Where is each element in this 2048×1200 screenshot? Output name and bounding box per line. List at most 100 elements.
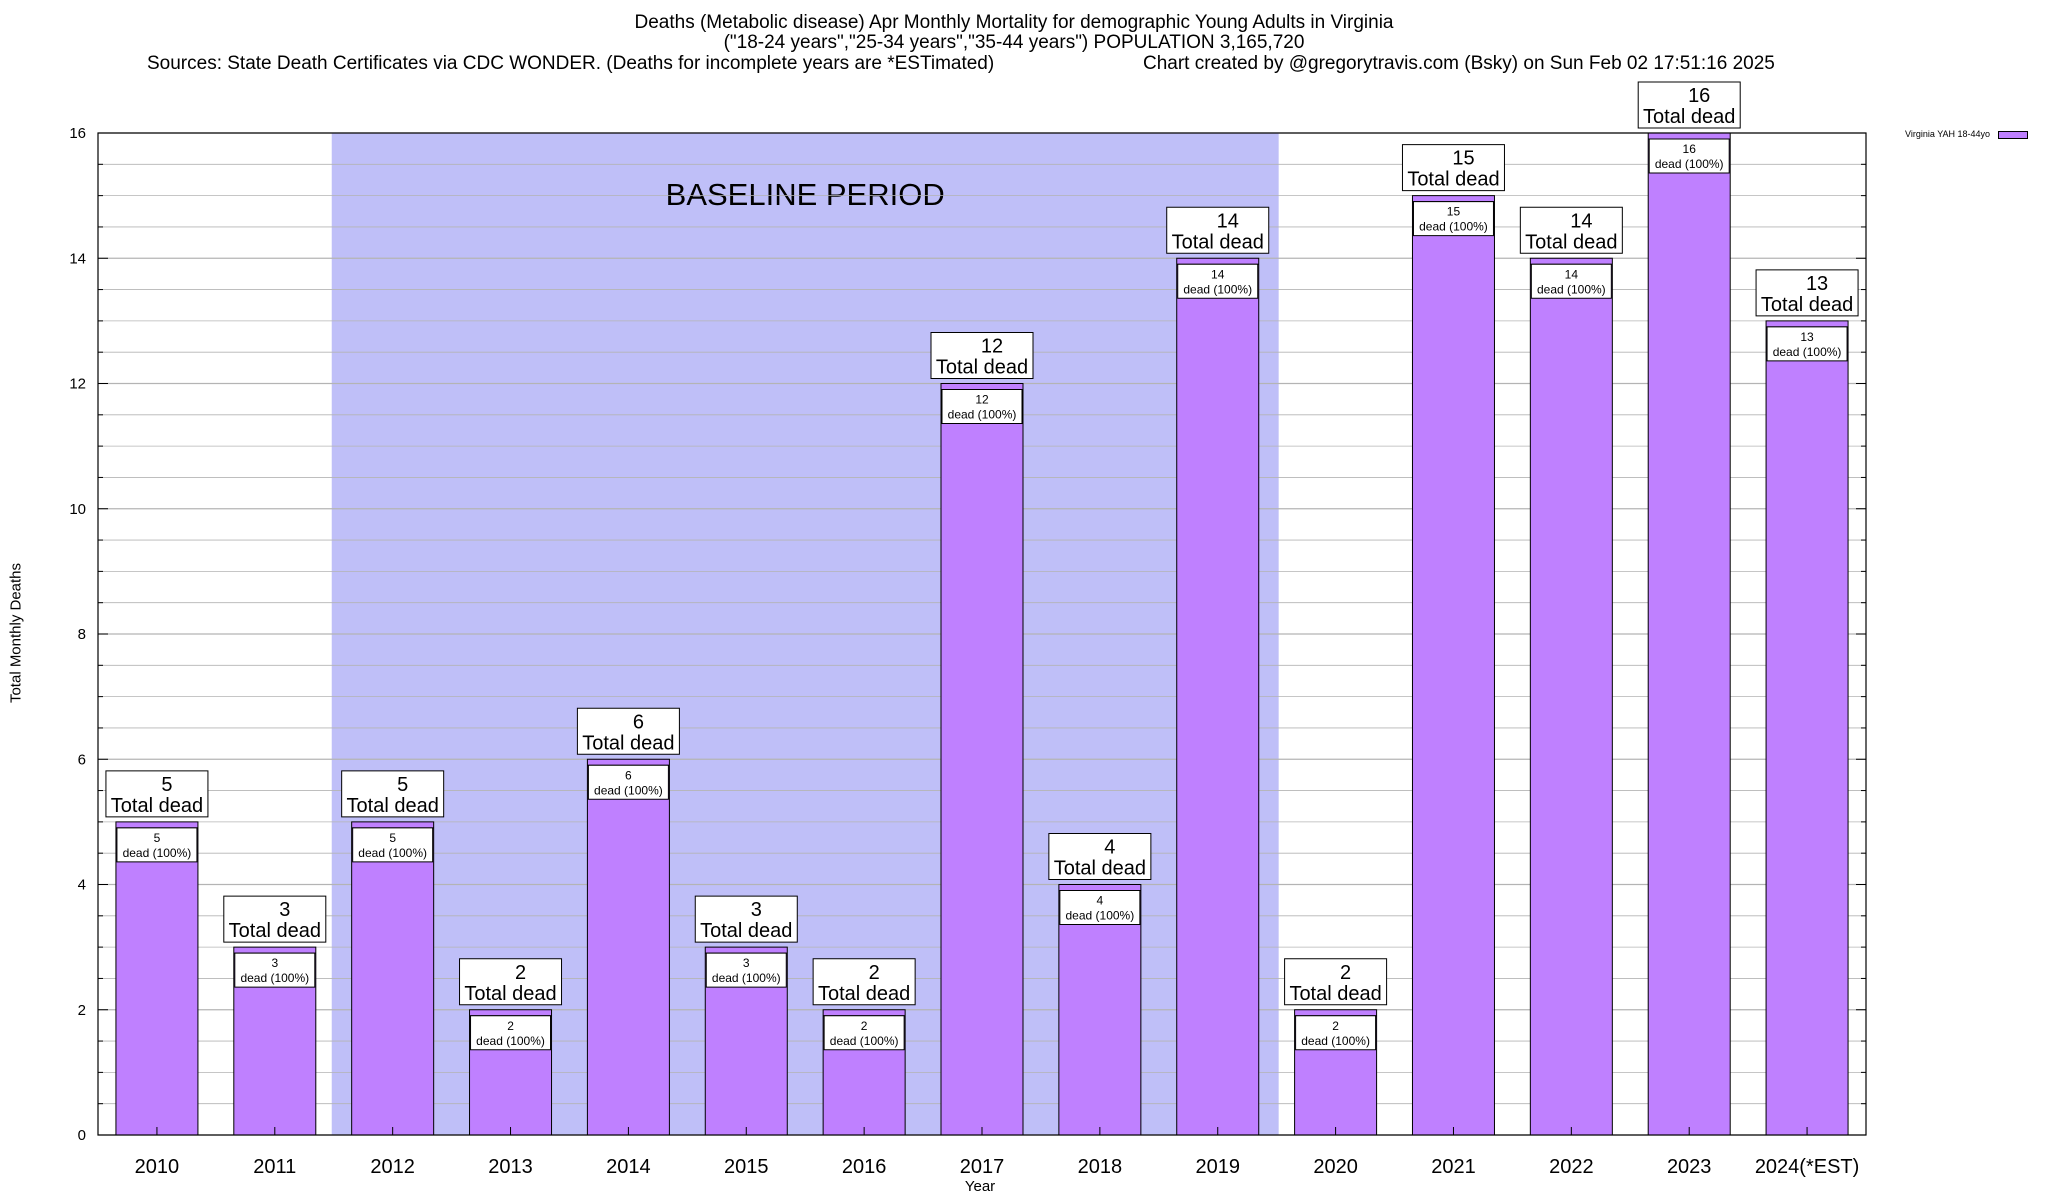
bar-inner-percent-label: dead (100%) <box>594 783 663 797</box>
bar <box>940 383 1024 1136</box>
x-tick-label: 2013 <box>488 1156 533 1178</box>
bar-inner-label-box <box>941 389 1023 424</box>
bar-total-value-label: 3 <box>751 899 762 921</box>
x-axis-label: Year <box>964 1178 996 1195</box>
legend-swatch <box>1998 130 2029 139</box>
x-tick-label: 2016 <box>842 1156 887 1178</box>
bar-total-value-label: 12 <box>981 336 1003 358</box>
x-tick-label: 2021 <box>1431 1156 1476 1178</box>
chart-title-line-1: Deaths (Metabolic disease) Apr Monthly M… <box>634 12 1394 33</box>
bar-inner-value-label: 5 <box>389 831 396 845</box>
bar-total-label-box <box>694 895 798 943</box>
bar-total-caption-label: Total dead <box>1054 858 1146 880</box>
bar <box>586 758 670 1136</box>
bar-inner-percent-label: dead (100%) <box>1419 220 1488 234</box>
bar-inner-label-box <box>1648 138 1730 174</box>
bar-inner-label-box <box>116 827 198 863</box>
bar-inner-label-box <box>1059 890 1141 925</box>
bar-inner-label-box <box>352 827 434 863</box>
bar <box>1647 132 1731 1136</box>
bar-total-label-box <box>223 895 327 943</box>
bar-total-value-label: 16 <box>1688 85 1710 107</box>
x-tick-label: 2019 <box>1195 1156 1240 1178</box>
bar-inner-value-label: 15 <box>1447 205 1461 219</box>
bar-inner-value-label: 12 <box>975 393 989 407</box>
bar-inner-value-label: 2 <box>507 1019 514 1033</box>
y-tick-label: 0 <box>78 1127 86 1144</box>
bar-inner-label-box <box>1766 326 1848 362</box>
bar-total-caption-label: Total dead <box>1172 231 1264 253</box>
y-tick-label: 2 <box>78 1002 86 1019</box>
bar-inner-percent-label: dead (100%) <box>1183 282 1252 296</box>
bar-inner-percent-label: dead (100%) <box>712 971 781 985</box>
bar-inner-percent-label: dead (100%) <box>240 971 309 985</box>
bar-inner-value-label: 14 <box>1565 267 1579 281</box>
baseline-period-label: BASELINE PERIOD <box>666 177 945 212</box>
bar-total-label-box <box>1401 144 1505 192</box>
x-tick-label: 2020 <box>1313 1156 1358 1178</box>
bar-total-caption-label: Total dead <box>700 920 792 942</box>
chart-title-line-2: ("18-24 years","25-34 years","35-44 year… <box>723 32 1305 53</box>
bar-inner-label-box <box>234 952 316 988</box>
bar-total-caption-label: Total dead <box>818 983 910 1005</box>
bar-total-label-box <box>1166 206 1270 254</box>
bar-total-value-label: 2 <box>1340 962 1351 984</box>
bar-inner-value-label: 2 <box>861 1019 868 1033</box>
bar-inner-percent-label: dead (100%) <box>1773 345 1842 359</box>
bar-total-label-box <box>1284 958 1388 1006</box>
bar-total-label-box <box>930 332 1034 379</box>
bar-total-label-box <box>341 770 445 818</box>
bar-inner-label-box <box>1177 263 1259 299</box>
chart-credit-note: Chart created by @gregorytravis.com (Bsk… <box>1143 53 1775 74</box>
y-tick-label: 10 <box>69 501 86 518</box>
bar-total-caption-label: Total dead <box>464 983 556 1005</box>
x-tick-label: 2012 <box>370 1156 415 1178</box>
x-tick-label: 2017 <box>960 1156 1005 1178</box>
bar-inner-label-box <box>470 1015 552 1051</box>
bar-total-caption-label: Total dead <box>936 357 1028 379</box>
bar-inner-label-box <box>1412 201 1494 237</box>
bar-total-label-box <box>1637 81 1741 129</box>
bar-inner-percent-label: dead (100%) <box>476 1034 545 1048</box>
bar-inner-value-label: 13 <box>1800 330 1814 344</box>
y-tick-label: 14 <box>69 250 86 267</box>
x-tick-label: 2014 <box>606 1156 651 1178</box>
bar-inner-value-label: 4 <box>1097 894 1104 908</box>
bar-inner-value-label: 5 <box>154 831 161 845</box>
bar-total-value-label: 14 <box>1570 210 1592 232</box>
bar-inner-percent-label: dead (100%) <box>1066 909 1135 923</box>
bar-total-value-label: 14 <box>1217 210 1239 232</box>
bar-inner-value-label: 16 <box>1683 142 1697 156</box>
bar <box>1411 195 1495 1136</box>
x-tick-label: 2015 <box>724 1156 769 1178</box>
y-tick-label: 16 <box>69 125 86 142</box>
y-tick-label: 4 <box>78 877 86 894</box>
bar-inner-label-box <box>1295 1015 1377 1051</box>
bar-total-value-label: 4 <box>1104 837 1115 859</box>
x-tick-label: 2011 <box>253 1156 296 1178</box>
x-tick-label: 2023 <box>1667 1156 1712 1178</box>
bar-total-value-label: 5 <box>397 774 408 796</box>
bar <box>1176 257 1260 1136</box>
y-tick-label: 12 <box>69 376 86 393</box>
bar-total-value-label: 6 <box>633 711 644 733</box>
bar <box>1765 320 1849 1136</box>
bar-total-caption-label: Total dead <box>347 795 439 817</box>
bar-total-value-label: 13 <box>1806 273 1828 295</box>
bar-total-value-label: 15 <box>1452 148 1474 170</box>
y-tick-label: 8 <box>78 626 86 643</box>
bar-total-caption-label: Total dead <box>1525 231 1617 253</box>
x-tick-label: 2022 <box>1549 1156 1594 1178</box>
bar-total-label-box <box>1519 206 1623 254</box>
y-axis-label: Total Monthly Deaths <box>7 562 25 704</box>
bar-total-label-box <box>105 770 209 818</box>
bar-total-value-label: 2 <box>869 962 880 984</box>
bar-inner-percent-label: dead (100%) <box>123 846 192 860</box>
bar-inner-percent-label: dead (100%) <box>1301 1034 1370 1048</box>
bar-inner-value-label: 6 <box>625 768 632 782</box>
bar-inner-percent-label: dead (100%) <box>948 408 1017 422</box>
bar-inner-value-label: 3 <box>743 956 750 970</box>
x-tick-label: 2024(*EST) <box>1755 1156 1860 1178</box>
bar <box>351 821 435 1136</box>
